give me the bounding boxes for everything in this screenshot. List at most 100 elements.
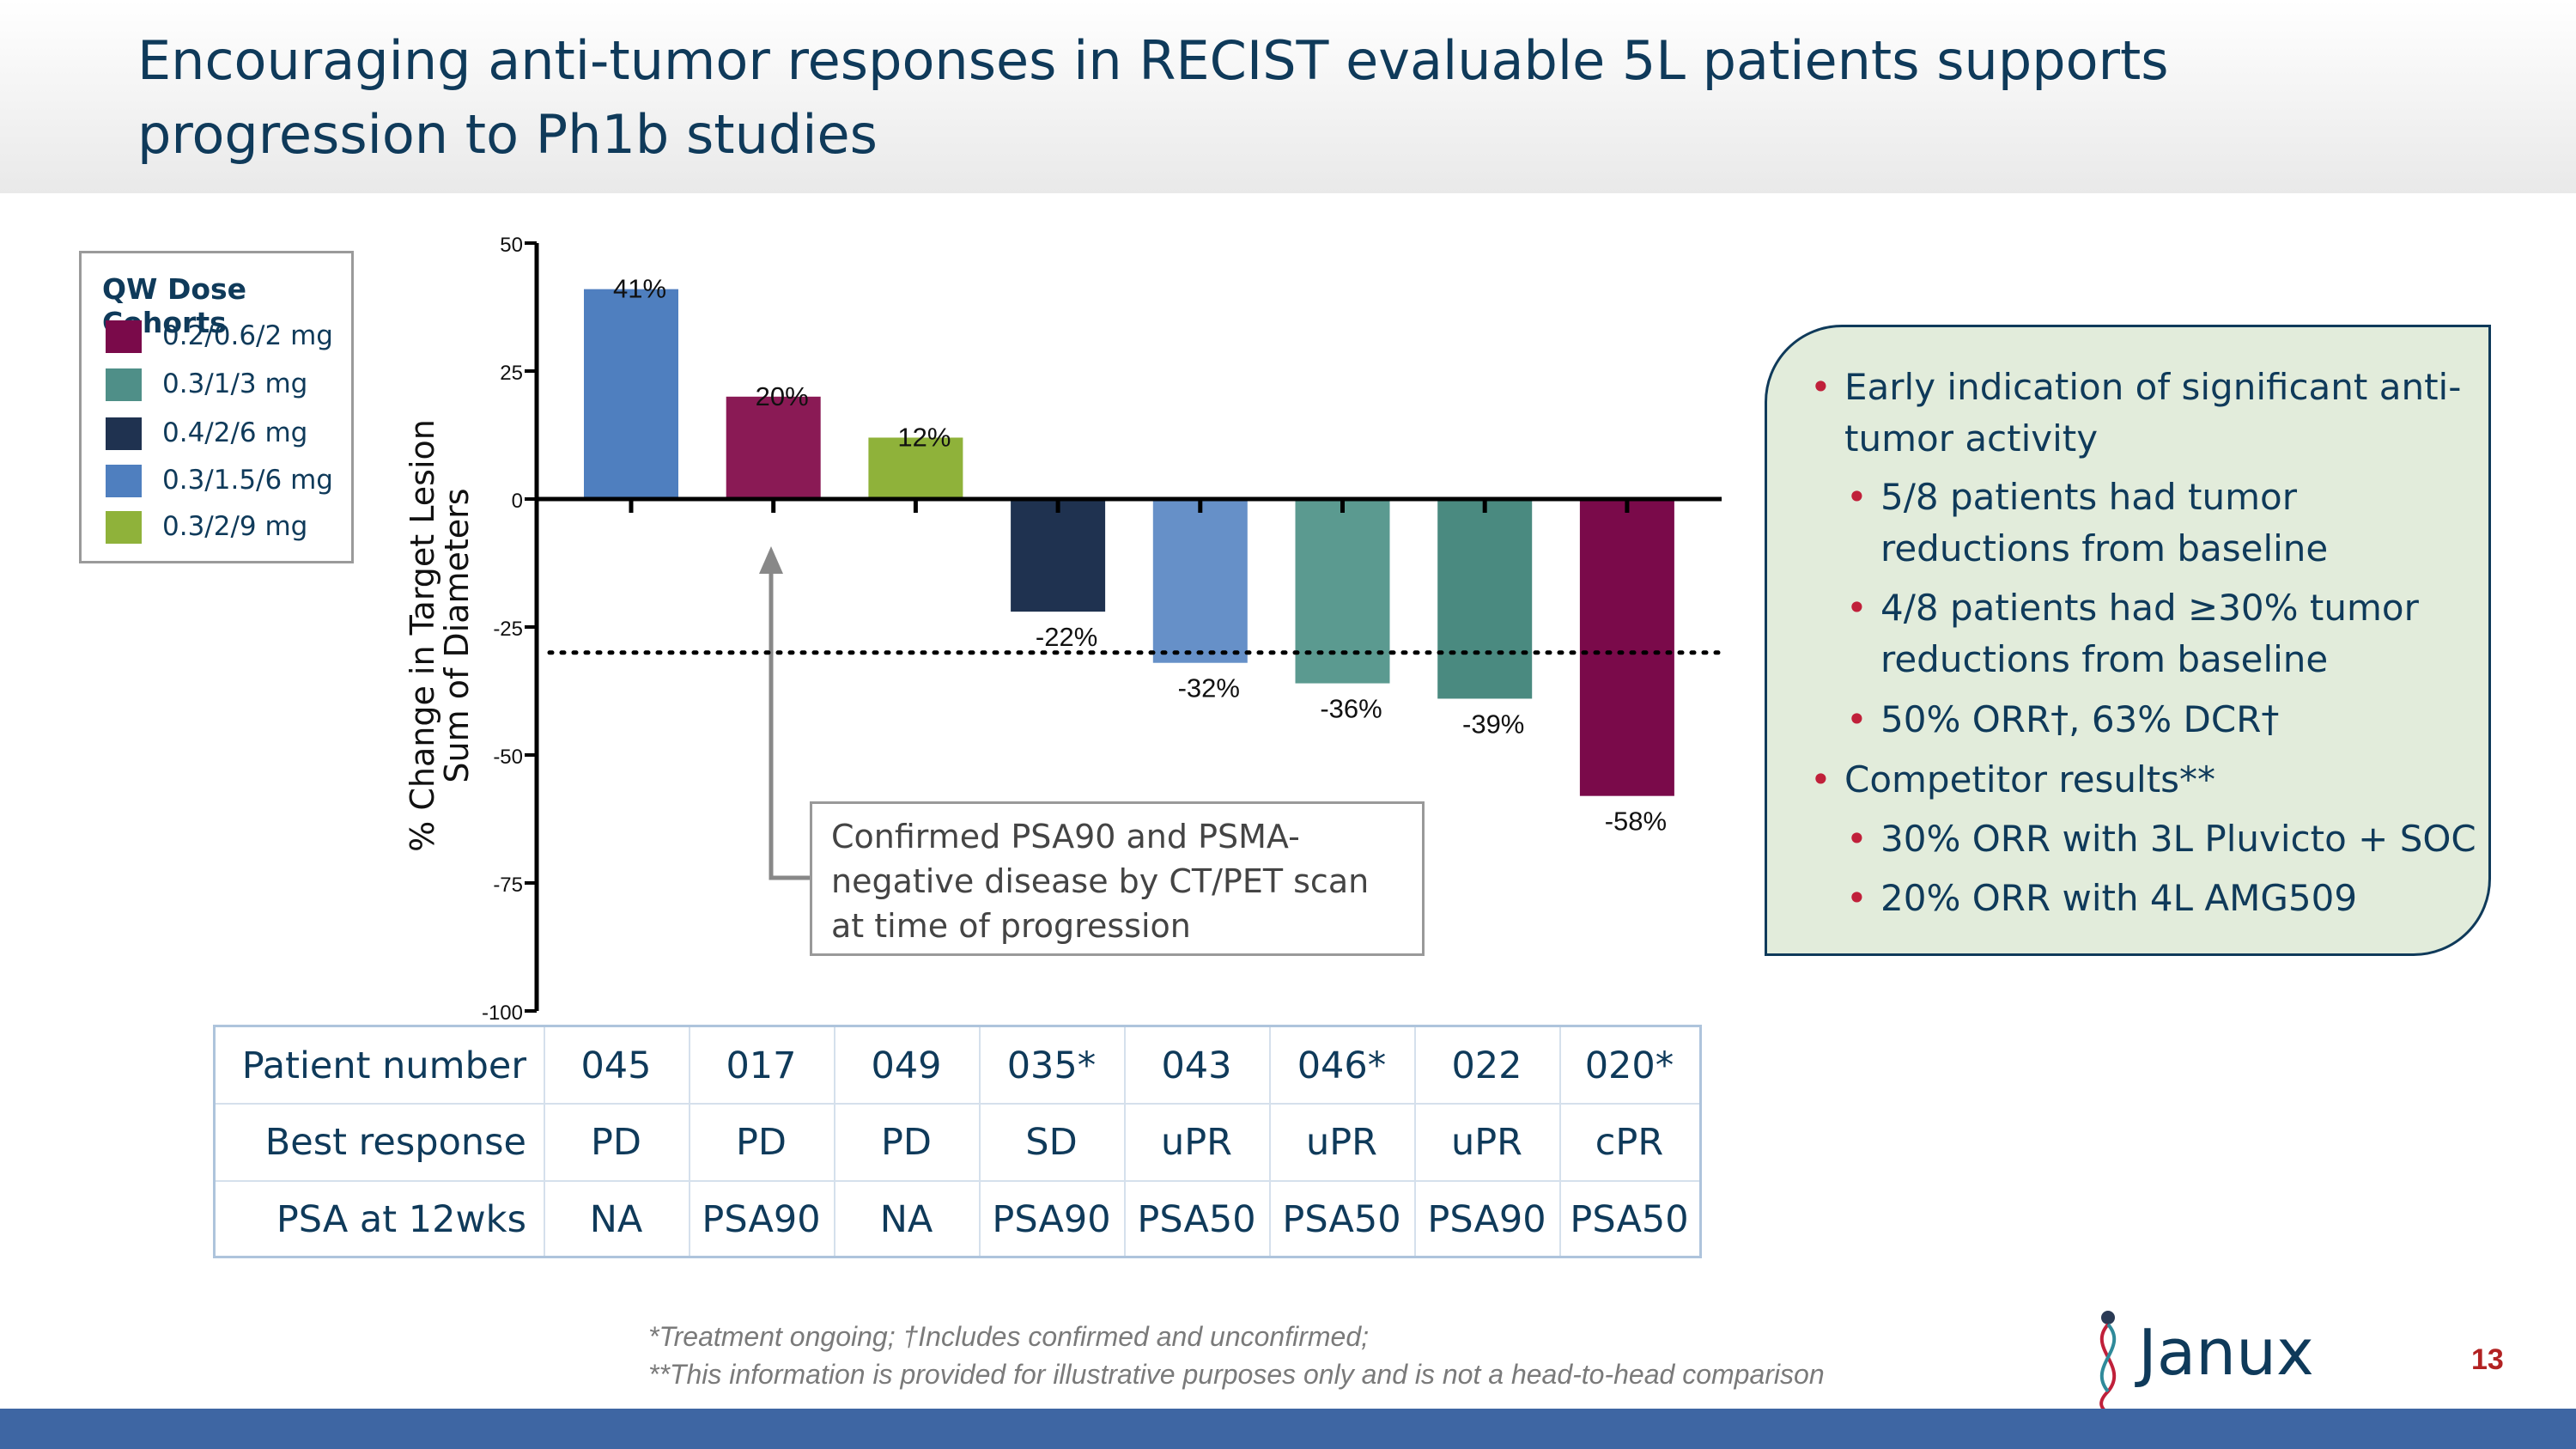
summary-bullet: • 5/8 patients had tumor reductions from… (1846, 472, 2447, 575)
table-cell: uPR (1450, 1121, 1523, 1164)
bullet-dot-icon: • (1810, 758, 1832, 801)
page-number: 13 (2471, 1343, 2504, 1376)
table-cell: uPR (1160, 1121, 1233, 1164)
table-cell: 043 (1161, 1044, 1232, 1087)
bar (1011, 499, 1106, 612)
table-cell: uPR (1305, 1121, 1378, 1164)
bullet-dot-icon: • (1846, 818, 1868, 860)
table-cell: PSA90 (992, 1198, 1111, 1241)
table-cell: 045 (580, 1044, 652, 1087)
footnote-line2: **This information is provided for illus… (648, 1359, 1825, 1390)
y-tick-label: 25 (500, 362, 523, 385)
table-divider (1414, 1027, 1416, 1256)
legend: QW Dose Cohorts 0.2/0.6/2 mg 0.3/1/3 mg … (79, 251, 354, 563)
bullet-text: 20% ORR with 4L AMG509 (1880, 877, 2358, 919)
y-axis-label-line1: % Change in Target Lesion (404, 419, 441, 852)
table-cell: PSA50 (1137, 1198, 1256, 1241)
row-label: PSA at 12wks (276, 1198, 526, 1241)
bullet-text: 5/8 patients had tumor reductions from b… (1880, 476, 2329, 569)
bar (1579, 499, 1674, 796)
y-tick-label: -50 (493, 746, 523, 769)
table-divider (1269, 1027, 1271, 1256)
bar (726, 396, 821, 499)
table-cell: 046* (1297, 1044, 1387, 1087)
janux-logo-icon (2099, 1311, 2117, 1417)
bullet-text: Competitor results** (1844, 758, 2216, 801)
table-cell: PD (590, 1121, 642, 1164)
legend-label: 0.3/1/3 mg (162, 368, 308, 399)
table-cell: NA (879, 1198, 933, 1241)
table-cell: 035* (1006, 1044, 1097, 1087)
bullet-text: 4/8 patients had ≥30% tumor reductions f… (1880, 587, 2419, 680)
bar-value-label: -32% (1178, 673, 1240, 703)
table-divider (216, 1180, 1699, 1182)
table-divider (216, 1103, 1699, 1105)
footer-bar (0, 1409, 2576, 1449)
table-cell: cPR (1595, 1121, 1664, 1164)
legend-swatch (106, 511, 142, 544)
table-divider (834, 1027, 835, 1256)
table-divider (1559, 1027, 1561, 1256)
bullet-dot-icon: • (1846, 476, 1868, 518)
bar (1295, 499, 1390, 684)
legend-swatch (106, 368, 142, 401)
table-cell: PD (880, 1121, 933, 1164)
y-tick-label: 50 (500, 234, 523, 257)
table-cell: PSA90 (702, 1198, 821, 1241)
table-cell: SD (1025, 1121, 1078, 1164)
bar-value-label: -39% (1462, 709, 1524, 739)
y-tick-label: -25 (493, 618, 523, 641)
row-label: Best response (264, 1121, 526, 1164)
psa-callout: Confirmed PSA90 and PSMA-negative diseas… (810, 801, 1425, 956)
bar (584, 289, 678, 499)
y-tick-label: -75 (493, 874, 523, 897)
bar-value-label: -36% (1320, 694, 1382, 724)
bar-value-label: 20% (756, 381, 809, 411)
bullet-text: 30% ORR with 3L Pluvicto + SOC (1880, 818, 2476, 860)
summary-bullet: • 30% ORR with 3L Pluvicto + SOC (1846, 813, 2482, 865)
callout-arrow-head (759, 546, 783, 574)
bar (868, 437, 963, 499)
slide-title: Encouraging anti-tumor responses in RECI… (137, 29, 2169, 166)
legend-swatch (106, 320, 142, 353)
table-divider (979, 1027, 981, 1256)
legend-swatch (106, 417, 142, 450)
table-cell: PD (735, 1121, 787, 1164)
table-cell: PSA50 (1282, 1198, 1401, 1241)
summary-box: • Early indication of significant anti-t… (1765, 325, 2491, 956)
legend-title: QW Dose Cohorts (102, 272, 247, 339)
table-cell: 022 (1451, 1044, 1522, 1087)
summary-bullet: • 20% ORR with 4L AMG509 (1846, 873, 2482, 924)
bar-value-label: -58% (1605, 807, 1667, 837)
table-cell: PSA50 (1570, 1198, 1689, 1241)
callout-arrow-line (769, 560, 810, 880)
table-cell: 020* (1584, 1044, 1674, 1087)
bar-value-label: 12% (897, 422, 951, 452)
summary-bullet: • Competitor results** (1810, 754, 2463, 806)
table-cell: PSA90 (1427, 1198, 1546, 1241)
bar (1152, 499, 1248, 663)
summary-bullet: • Early indication of significant anti-t… (1810, 362, 2463, 465)
bar-value-label: -22% (1036, 622, 1097, 652)
table-divider (689, 1027, 690, 1256)
table-cell: NA (589, 1198, 643, 1241)
bar (1437, 499, 1533, 699)
footnote-line1: *Treatment ongoing; †Includes confirmed … (648, 1321, 1369, 1352)
y-tick-label: -100 (482, 1002, 523, 1025)
legend-swatch (106, 465, 142, 497)
janux-logo: Janux (2138, 1316, 2314, 1390)
bullet-dot-icon: • (1846, 877, 1868, 919)
table-cell: 049 (871, 1044, 942, 1087)
table-divider (544, 1027, 545, 1256)
y-axis-label-line2: Sum of Diameters (438, 488, 476, 782)
summary-bullet: • 50% ORR†, 63% DCR† (1846, 694, 2447, 746)
row-label: Patient number (241, 1044, 526, 1087)
legend-label: 0.3/2/9 mg (162, 511, 308, 542)
y-axis-label: % Change in Target Lesion Sum of Diamete… (404, 419, 476, 852)
bullet-dot-icon: • (1846, 698, 1868, 740)
y-tick-label: 0 (512, 490, 523, 513)
header-band (0, 0, 2576, 193)
bullet-dot-icon: • (1846, 587, 1868, 629)
legend-label: 0.3/1.5/6 mg (162, 465, 333, 496)
table-cell: 017 (726, 1044, 797, 1087)
